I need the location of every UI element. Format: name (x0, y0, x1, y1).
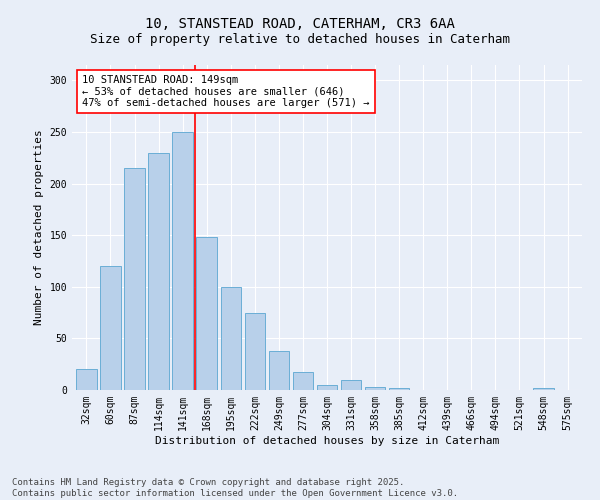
Bar (245, 312, 265, 390)
Bar (389, 388, 409, 390)
Bar (124, 168, 145, 390)
Bar (148, 152, 169, 390)
Text: Size of property relative to detached houses in Caterham: Size of property relative to detached ho… (90, 32, 510, 46)
Text: 10 STANSTEAD ROAD: 149sqm
← 53% of detached houses are smaller (646)
47% of semi: 10 STANSTEAD ROAD: 149sqm ← 53% of detac… (82, 74, 370, 108)
X-axis label: Distribution of detached houses by size in Caterham: Distribution of detached houses by size … (155, 436, 499, 446)
Bar (172, 132, 193, 390)
Bar (341, 380, 361, 390)
Bar (365, 387, 385, 390)
Bar (317, 385, 337, 390)
Bar (196, 238, 217, 390)
Text: Contains HM Land Registry data © Crown copyright and database right 2025.
Contai: Contains HM Land Registry data © Crown c… (12, 478, 458, 498)
Bar (293, 372, 313, 390)
Text: 10, STANSTEAD ROAD, CATERHAM, CR3 6AA: 10, STANSTEAD ROAD, CATERHAM, CR3 6AA (145, 18, 455, 32)
Bar (221, 287, 241, 390)
Bar (76, 370, 97, 390)
Y-axis label: Number of detached properties: Number of detached properties (34, 130, 44, 326)
Bar (100, 266, 121, 390)
Bar (269, 351, 289, 390)
Bar (533, 388, 554, 390)
